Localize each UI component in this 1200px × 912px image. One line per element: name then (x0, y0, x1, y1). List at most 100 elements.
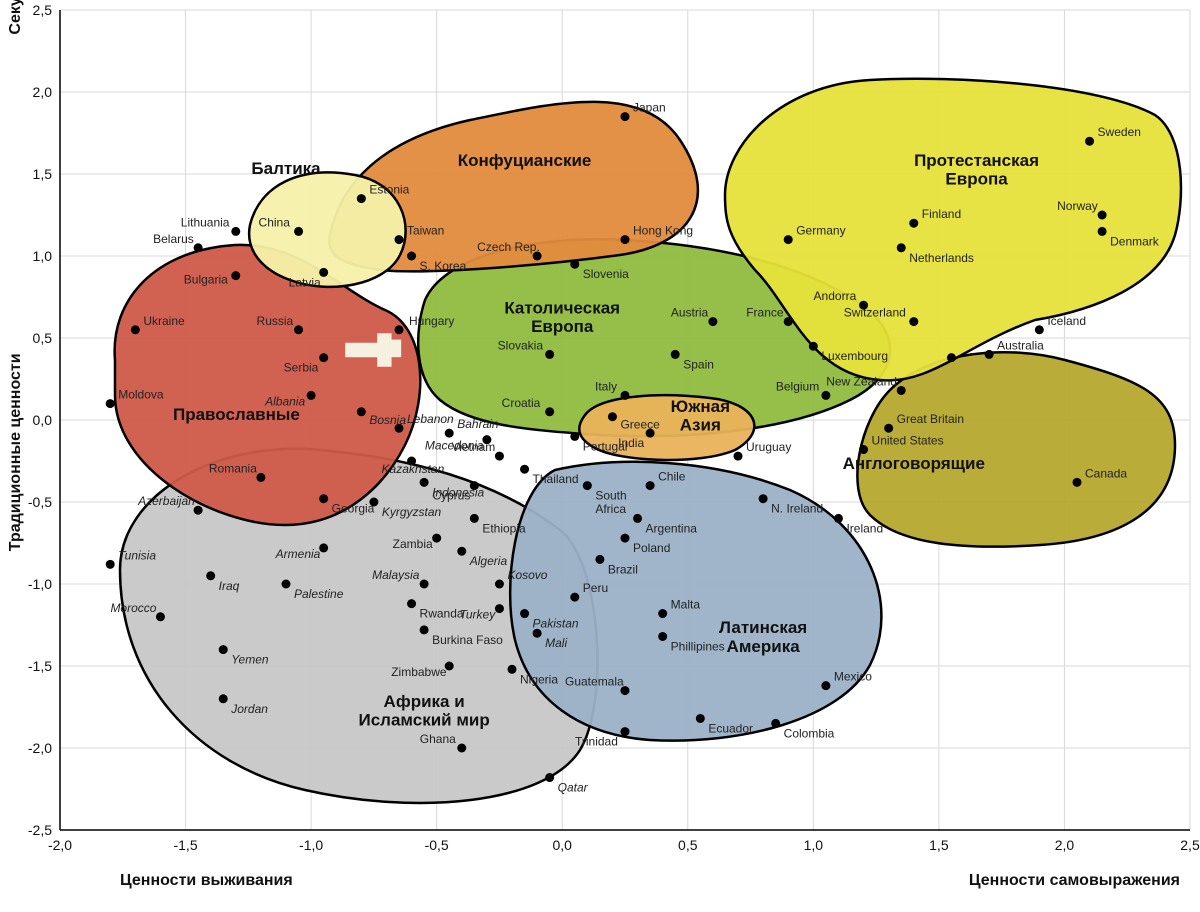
country-point (784, 235, 793, 244)
country-point (759, 494, 768, 503)
country-label: Norway (1057, 199, 1098, 213)
cluster-english (857, 352, 1175, 546)
country-point (420, 625, 429, 634)
country-point (407, 252, 416, 261)
country-label: China (259, 215, 291, 229)
country-point (621, 534, 630, 543)
y-tick: 1,5 (33, 166, 53, 182)
country-point (407, 599, 416, 608)
country-point (294, 227, 303, 236)
country-label: Jordan (230, 702, 268, 716)
country-point (219, 694, 228, 703)
country-point (570, 593, 579, 602)
country-label: Nigeria (520, 672, 558, 686)
country-point (608, 412, 617, 421)
x-tick: -1,5 (173, 837, 197, 853)
country-label: Morocco (110, 601, 156, 615)
country-point (784, 317, 793, 326)
country-point (294, 325, 303, 334)
x-tick: 0,0 (552, 837, 572, 853)
country-label: Cyprus (432, 489, 470, 503)
country-label: Turkey (459, 608, 496, 622)
country-label: Malta (671, 598, 701, 612)
country-point (106, 560, 115, 569)
cluster-label-confucian: Конфуцианские (458, 151, 592, 170)
country-label: Bahrain (457, 417, 499, 431)
country-label: Japan (633, 101, 666, 115)
country-label: Luxembourg (821, 349, 888, 363)
country-label: Ireland (846, 521, 883, 535)
country-point (909, 219, 918, 228)
country-point (357, 194, 366, 203)
country-label: Thailand (533, 472, 579, 486)
country-point (520, 609, 529, 618)
y-tick: -2,0 (28, 740, 52, 756)
country-label: Andorra (814, 289, 857, 303)
country-point (432, 534, 441, 543)
country-label: Croatia (502, 396, 541, 410)
country-point (834, 514, 843, 523)
y-tick: 2,5 (33, 2, 53, 18)
country-point (231, 271, 240, 280)
country-point (508, 665, 517, 674)
country-label: Lithuania (181, 215, 230, 229)
country-label: Ethiopia (482, 521, 526, 535)
country-point (470, 481, 479, 490)
country-label: United States (872, 434, 944, 448)
country-point (1098, 211, 1107, 220)
country-label: Finland (922, 207, 961, 221)
country-label: Kosovo (507, 568, 547, 582)
country-label: Pakistan (533, 617, 579, 631)
country-label: Estonia (369, 183, 409, 197)
y-tick: -0,5 (28, 494, 52, 510)
y-axis-label-bottom: Традиционные ценности (7, 353, 24, 551)
x-tick: -2,0 (48, 837, 72, 853)
country-label: Malaysia (372, 568, 420, 582)
country-point (369, 498, 378, 507)
country-point (395, 235, 404, 244)
country-label: Lebanon (407, 412, 454, 426)
country-point (734, 452, 743, 461)
country-label: India (618, 436, 644, 450)
country-label: Canada (1085, 466, 1127, 480)
country-label: Belarus (153, 232, 194, 246)
country-point (595, 555, 604, 564)
x-axis-label-left: Ценности выживания (120, 872, 293, 889)
country-point (621, 727, 630, 736)
country-point (1085, 137, 1094, 146)
country-point (583, 481, 592, 490)
country-label: Palestine (294, 587, 344, 601)
country-label: Rwanda (420, 607, 464, 621)
country-point (570, 260, 579, 269)
country-point (495, 580, 504, 589)
country-label: Italy (595, 379, 617, 393)
country-label: Burkina Faso (432, 633, 503, 647)
country-label: Greece (620, 418, 660, 432)
cluster-label-latin: ЛатинскаяАмерика (719, 618, 807, 656)
country-point (821, 681, 830, 690)
y-tick: 2,0 (33, 84, 53, 100)
country-label: Hungary (409, 314, 454, 328)
country-point (1035, 325, 1044, 334)
country-point (658, 609, 667, 618)
country-point (621, 112, 630, 121)
country-label: Qatar (558, 781, 589, 795)
country-label: Serbia (284, 361, 319, 375)
country-label: Latvia (289, 275, 321, 289)
country-point (658, 632, 667, 641)
country-label: Phillipines (671, 639, 725, 653)
country-label: Russia (257, 314, 294, 328)
cultural-map-chart: -2,0-1,5-1,0-0,50,00,51,01,52,02,5-2,5-2… (0, 0, 1200, 912)
country-point (231, 227, 240, 236)
country-label: Trinidad (575, 735, 618, 749)
country-point (771, 719, 780, 728)
country-point (319, 494, 328, 503)
country-label: Azerbaijan (137, 494, 195, 508)
country-point (194, 243, 203, 252)
country-point (533, 629, 542, 638)
country-point (708, 317, 717, 326)
country-point (256, 473, 265, 482)
country-label: Czech Rep. (477, 240, 540, 254)
country-point (1073, 478, 1082, 487)
country-point (457, 744, 466, 753)
